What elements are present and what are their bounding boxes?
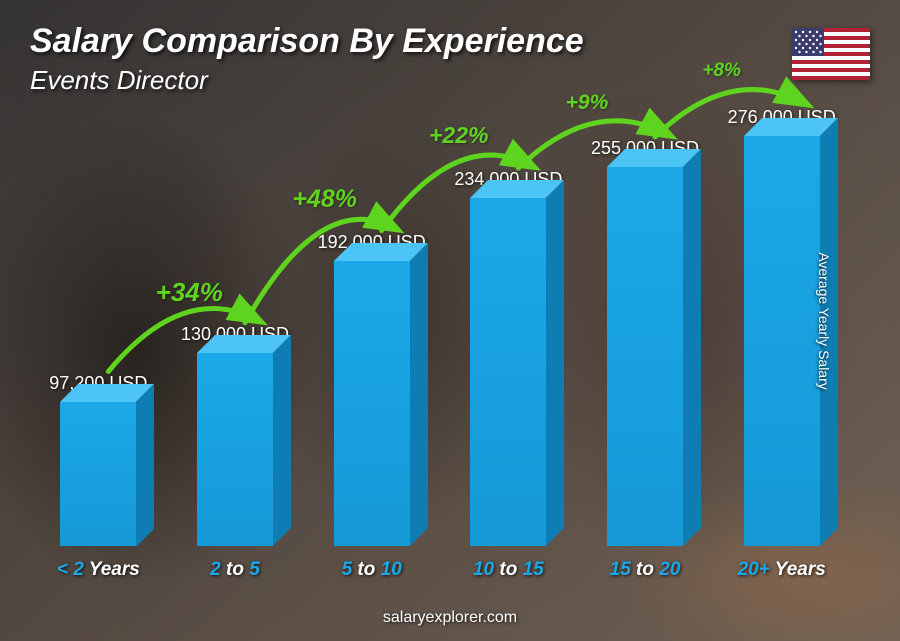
growth-arc [245,219,396,322]
chart-subtitle: Events Director [30,65,584,96]
country-flag-usa [792,28,870,80]
chart-title: Salary Comparison By Experience [30,22,584,61]
bar-chart: 97,200 USD 130,000 USD 192,000 USD 234,0… [30,100,850,581]
y-axis-label: Average Yearly Salary [815,252,831,390]
pct-label: +8% [702,60,741,82]
growth-arc [108,308,259,371]
growth-arc [518,121,669,168]
pct-label: +48% [292,185,357,214]
footer-attribution: salaryexplorer.com [0,609,900,627]
arc-layer [30,100,850,581]
growth-arc [382,155,533,231]
pct-label: +22% [429,122,488,149]
header: Salary Comparison By Experience Events D… [30,22,584,96]
pct-label: +34% [156,277,223,308]
